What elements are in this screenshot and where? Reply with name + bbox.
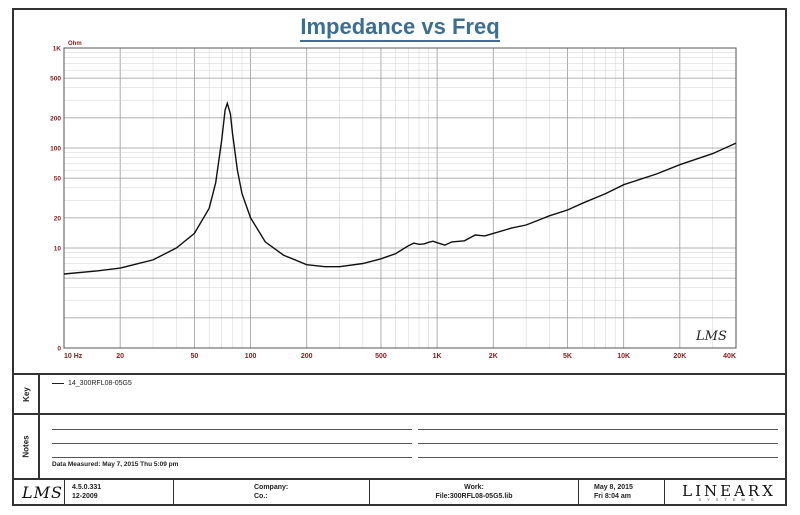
impedance-curve — [63, 100, 737, 275]
y-tick-label: 20 — [54, 215, 62, 222]
footer-date: May 8, 2015 Fri 8:04 am — [594, 483, 633, 501]
note-line — [418, 429, 778, 430]
note-line — [52, 429, 412, 430]
version-date: 12-2009 — [72, 493, 98, 500]
x-tick-label: 10K — [617, 353, 630, 360]
y-tick-label: 50 — [54, 176, 62, 183]
y-tick-label: 100 — [50, 146, 61, 153]
linearx-subtitle: SYSTEMS — [698, 497, 760, 502]
note-line — [52, 457, 412, 458]
file-label: Work: — [464, 484, 484, 491]
footer-file: Work: File:300RFL08-05G5.lib — [404, 483, 544, 501]
x-tick-label: 200 — [301, 353, 313, 360]
y-tick-label: 200 — [50, 115, 61, 122]
x-tick-label: 500 — [375, 353, 387, 360]
footer-version-cell — [64, 480, 174, 504]
x-ticks: 10 Hz 20 50 100 200 500 1K 2K 5K 10K 20K 40K — [64, 353, 736, 360]
grid — [63, 48, 737, 349]
x-tick-label: 2K — [489, 353, 498, 360]
x-tick-label: 10 Hz — [64, 353, 83, 360]
x-tick-label: 20K — [673, 353, 686, 360]
x-tick-label: 5K — [563, 353, 572, 360]
date-measured: Data Measured: May 7, 2015 Thu 5:09 pm — [52, 461, 179, 468]
footer-company: Company: Co.: — [254, 483, 288, 501]
legend-entry: 14_300RFL08-05G5 — [52, 380, 132, 387]
note-line — [418, 443, 778, 444]
legend-entry-label: 14_300RFL08-05G5 — [68, 380, 132, 387]
legend-side-label: Key — [14, 375, 40, 413]
y-tick-label: 500 — [50, 76, 61, 83]
legend-panel — [14, 373, 785, 413]
footer-version: 4.5.0.331 12-2009 — [72, 483, 101, 501]
linearx-logo: LINEARX — [682, 482, 776, 500]
legend-panel-label: Key — [21, 386, 31, 402]
lms-logo: LMS — [22, 483, 63, 502]
x-tick-label: 20 — [116, 353, 124, 360]
chart-title-wrap: Impedance vs Freq — [0, 14, 800, 42]
x-tick-label: 40K — [723, 353, 736, 360]
plot-border — [63, 47, 737, 349]
notes-side-label: Notes — [14, 415, 40, 478]
note-line — [52, 443, 412, 444]
y-tick-label: 10 — [54, 246, 62, 253]
notes-panel — [14, 413, 785, 478]
note-line — [418, 457, 778, 458]
footer-file-cell — [369, 480, 579, 504]
print-date: May 8, 2015 — [594, 484, 633, 491]
y-tick-label: 0 — [57, 346, 61, 353]
company-label: Company: — [254, 484, 289, 491]
company-label-2: Co.: — [254, 493, 268, 500]
lms-watermark: LMS — [695, 329, 727, 344]
x-tick-label: 50 — [191, 353, 199, 360]
footer-brand-cell — [664, 480, 785, 504]
y-tick-label: 1K — [53, 46, 62, 53]
print-time: Fri 8:04 am — [594, 493, 631, 500]
version-number: 4.5.0.331 — [72, 484, 102, 491]
x-tick-label: 1K — [433, 353, 442, 360]
chart-frame — [12, 8, 787, 506]
y-axis-label: Ohm — [68, 41, 82, 47]
x-tick-label: 100 — [245, 353, 257, 360]
chart-title: Impedance vs Freq — [300, 14, 500, 42]
file-name: File:300RFL08-05G5.lib — [435, 493, 513, 500]
notes-panel-label: Notes — [21, 435, 31, 458]
footer: LMS 4.5.0.331 12-2009 Company: Co.: Work… — [14, 478, 785, 504]
legend-line-swatch — [52, 383, 64, 384]
